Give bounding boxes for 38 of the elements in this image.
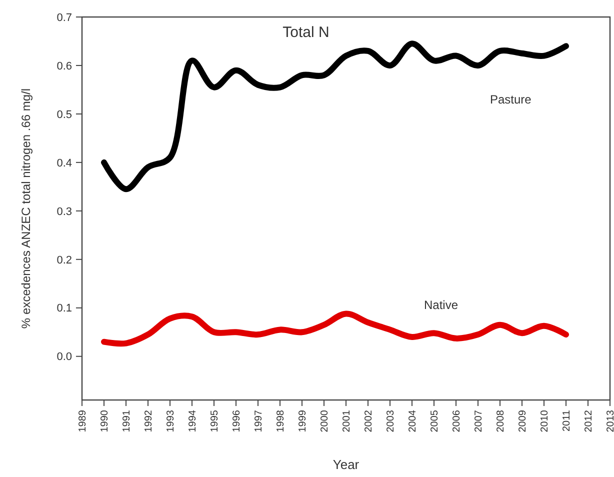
x-tick-label: 2009 [518, 410, 528, 432]
x-tick-label: 1995 [210, 410, 220, 432]
x-axis-title: Year [332, 457, 360, 472]
x-tick-label: 2004 [408, 410, 418, 432]
x-tick-label: 1992 [144, 410, 154, 432]
y-axis-title: % excedences ANZEC total nitrogen .66 mg/l [19, 88, 33, 329]
y-tick-label: 0.6 [56, 60, 72, 72]
x-tick-label: 2005 [430, 410, 440, 432]
text: Total N [282, 24, 330, 41]
y-tick-label: 0.1 [56, 302, 72, 315]
x-tick-label: 2010 [540, 410, 550, 432]
x-tick-label: 1990 [100, 410, 110, 432]
x-tick-label: 1998 [276, 410, 286, 432]
x-tick-label: 2003 [386, 410, 396, 432]
x-tick-label: 1993 [166, 410, 176, 432]
x-tick-label: 1996 [232, 410, 242, 432]
x-tick-label: 1994 [188, 410, 198, 432]
y-tick-label: 0.7 [56, 12, 72, 24]
x-tick-label: 2011 [562, 410, 572, 432]
x-tick-label: 1997 [254, 410, 264, 432]
y-tick-label: 0.5 [56, 108, 72, 121]
y-tick-label: 0.2 [56, 254, 72, 266]
x-tick-label: 2007 [474, 410, 484, 432]
x-tick-label: 2008 [496, 410, 506, 432]
x-tick-label: 2002 [364, 410, 374, 432]
x-tick-label: 2012 [584, 410, 594, 432]
y-tick-label: 0.0 [56, 351, 72, 364]
x-tick-label: 1991 [122, 410, 132, 432]
x-tick-label: 1989 [78, 410, 88, 432]
x-tick-label: 2000 [320, 410, 330, 432]
y-tick-label: 0.4 [56, 157, 72, 170]
x-tick-label: 2001 [342, 410, 352, 432]
x-tick-label: 2006 [452, 410, 462, 432]
series-label: Native [424, 298, 458, 312]
y-tick-label: 0.3 [56, 206, 72, 218]
x-tick-label: 1999 [298, 410, 308, 432]
x-tick-label: 2013 [606, 410, 614, 432]
text: Pasture [490, 92, 532, 106]
